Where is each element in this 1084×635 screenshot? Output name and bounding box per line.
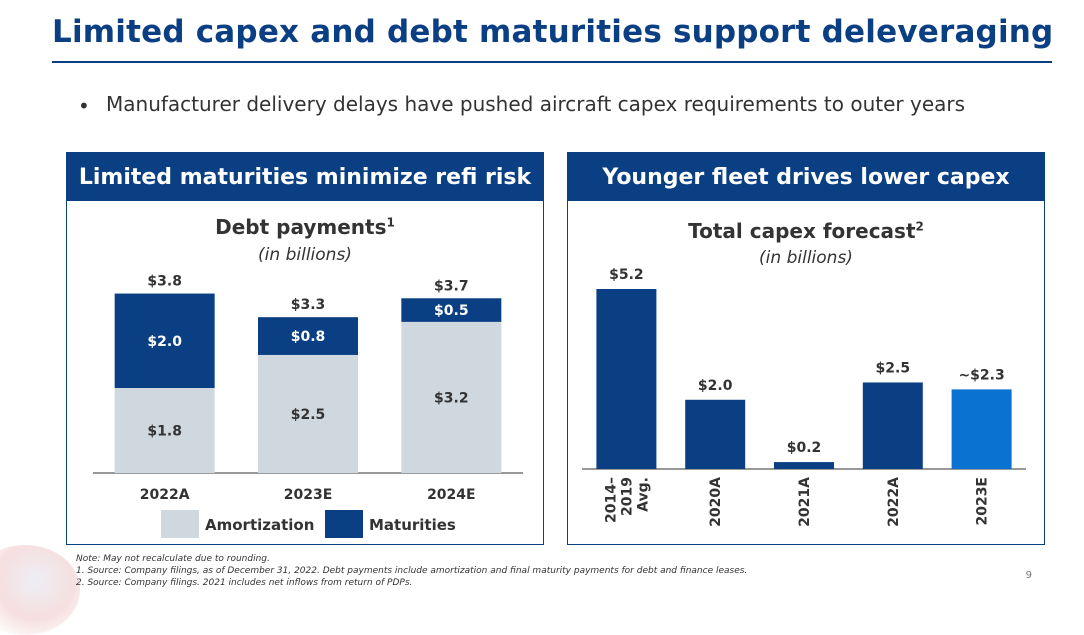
data-label: $0.5 <box>434 303 469 319</box>
bar-maturities <box>258 317 358 355</box>
corner-decoration <box>0 545 80 635</box>
footnote-line: 1. Source: Company filings, as of Decemb… <box>76 566 748 576</box>
x-tick-label-group: 2022A <box>886 477 902 527</box>
x-tick-label-group: 2020A <box>708 477 724 527</box>
bar-capex <box>862 382 923 469</box>
data-label: $3.2 <box>434 390 469 406</box>
total-label: $3.3 <box>291 297 326 313</box>
x-tick-label: 2020A <box>708 477 724 527</box>
x-tick-label: 2014– <box>603 477 619 523</box>
bar-capex <box>596 289 657 469</box>
x-tick-label: Avg. <box>635 477 651 512</box>
debt-panel-header: Limited maturities minimize refi risk <box>67 153 543 201</box>
x-tick-label-group: 2014– 2019 Avg. <box>603 477 651 523</box>
total-label: $3.8 <box>147 274 182 290</box>
legend-swatch-maturities <box>325 510 363 538</box>
x-tick-label-group: 2023E <box>975 477 991 526</box>
footnotes: Note: May not recalculate due to roundin… <box>76 553 747 589</box>
bar-maturities <box>114 293 215 388</box>
capex-chart-title: Total capex forecast2 <box>688 219 924 243</box>
data-label: $2.0 <box>147 334 182 350</box>
x-tick-label: 2019 <box>619 477 635 516</box>
total-label: $3.7 <box>434 278 469 294</box>
x-tick-label: 2024E <box>427 487 476 503</box>
footnote-line: 2. Source: Company filings. 2021 include… <box>76 578 413 588</box>
data-label: $0.2 <box>787 440 822 456</box>
debt-panel: Limited maturities minimize refi risk De… <box>66 152 544 545</box>
slide-title: Limited capex and debt maturities suppor… <box>52 14 1054 50</box>
capex-panel-header: Younger fleet drives lower capex <box>568 153 1044 201</box>
data-label: $2.5 <box>291 407 326 423</box>
bar-amortization <box>258 354 358 473</box>
bar-capex <box>774 462 834 469</box>
title-underline <box>52 61 1052 63</box>
bar-amortization <box>114 388 215 473</box>
data-label: $2.0 <box>698 378 733 394</box>
legend-swatch-amortization <box>161 510 199 538</box>
bullet-marker: • <box>78 94 90 118</box>
bullet-text: Manufacturer delivery delays have pushed… <box>106 92 966 116</box>
x-tick-label: 2023E <box>975 477 991 526</box>
capex-panel: Younger fleet drives lower capex Total c… <box>567 152 1045 545</box>
data-label: $2.5 <box>876 360 911 376</box>
bar-capex <box>685 399 746 469</box>
x-tick-label: 2023E <box>284 487 333 503</box>
bar-maturities <box>401 298 502 322</box>
legend-label-amortization: Amortization <box>205 516 315 534</box>
capex-chart-subtitle: (in billions) <box>759 248 853 268</box>
x-tick-label: 2021A <box>797 477 813 527</box>
data-label: $1.8 <box>147 424 182 440</box>
x-tick-label: 2022A <box>140 487 190 503</box>
page-number: 9 <box>1025 570 1032 581</box>
legend-label-maturities: Maturities <box>369 516 456 534</box>
bar-amortization <box>401 321 502 473</box>
data-label: $5.2 <box>609 267 644 283</box>
data-label: $0.8 <box>291 329 326 345</box>
debt-payments-chart: $1.8 $2.0 $3.8 2022A $2.5 $0.8 $3.3 2023E $3.2 $0… <box>93 274 523 503</box>
capex-forecast-chart: $5.2 2014– 2019 Avg. $2.0 2020A $0.2 2021A $2.5 2… <box>582 267 1026 527</box>
debt-chart-subtitle: (in billions) <box>258 245 352 265</box>
x-tick-label-group: 2021A <box>797 477 813 527</box>
bar-capex <box>951 389 1012 469</box>
debt-chart-title: Debt payments1 <box>215 215 395 239</box>
data-label: ~$2.3 <box>958 367 1004 383</box>
x-tick-label: 2022A <box>886 477 902 527</box>
footnote-line: Note: May not recalculate due to roundin… <box>76 554 270 564</box>
